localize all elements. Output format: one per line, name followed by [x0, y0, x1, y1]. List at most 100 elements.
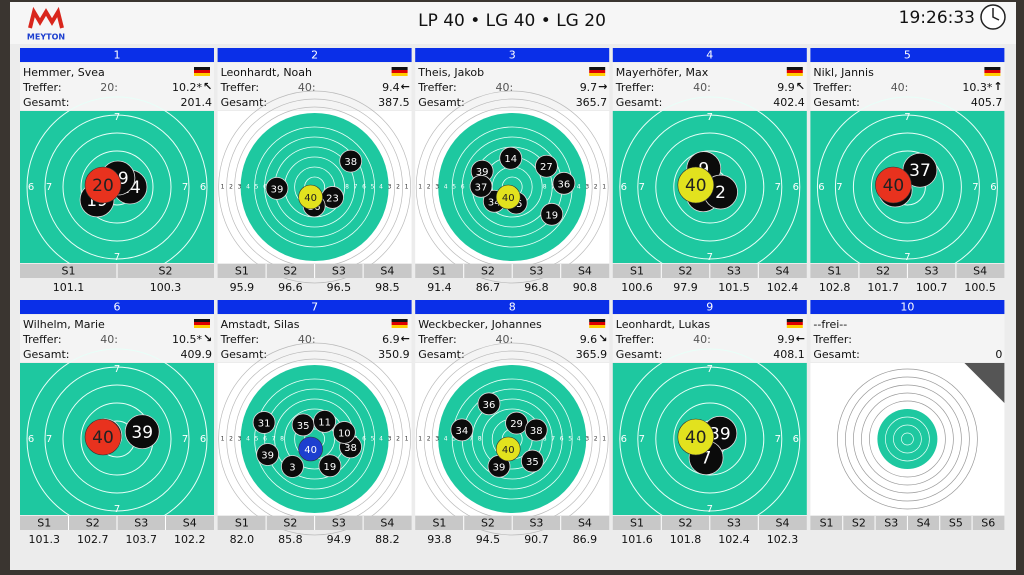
- series-label: S4: [917, 517, 931, 530]
- ring-label: 5: [452, 184, 456, 191]
- series-value: 100.6: [621, 281, 653, 294]
- last-shot-label: 40: [685, 428, 707, 448]
- flag-stripe: [391, 70, 408, 73]
- shot-label: 39: [131, 423, 153, 443]
- flag-stripe: [391, 319, 408, 322]
- shooter-name: Theis, Jakob: [417, 66, 484, 79]
- last-shot: [298, 436, 323, 462]
- shot-label: 10: [338, 428, 351, 439]
- hits-label: Treffer:: [417, 333, 457, 346]
- ring: [451, 378, 573, 500]
- ring: [861, 392, 954, 486]
- last-shot-value: 10.5*: [172, 333, 202, 346]
- ring-label: 4: [577, 184, 581, 191]
- direction: ←: [796, 332, 805, 345]
- ring-label: 7: [469, 436, 473, 443]
- total-label: Gesamt:: [813, 96, 860, 109]
- last-shot-value: 9.6: [580, 333, 598, 346]
- total-value: 365.9: [576, 348, 608, 361]
- series-value: 101.6: [621, 533, 653, 546]
- ring-label: 5: [371, 436, 375, 443]
- ring: [901, 432, 914, 446]
- series-value: 86.7: [476, 281, 501, 294]
- total-value: 0: [995, 348, 1002, 361]
- ring-label: 7: [707, 364, 713, 375]
- series-label: S4: [380, 517, 394, 530]
- ring-label: 7: [551, 436, 555, 443]
- series-value: 102.3: [767, 533, 799, 546]
- last-shot-label: 40: [304, 193, 317, 204]
- shooter-name: Nikl, Jannis: [813, 66, 874, 79]
- series-value: 101.1: [53, 281, 85, 294]
- last-shot-label: 40: [685, 176, 707, 196]
- series-value: 91.4: [427, 281, 452, 294]
- shooter-name: --frei--: [813, 318, 847, 331]
- shot: [477, 392, 501, 416]
- flag-stripe: [194, 67, 210, 70]
- lane-bar: [612, 48, 807, 62]
- lane-bar: [217, 300, 412, 314]
- series-label: S3: [727, 265, 741, 278]
- ring-label: 2: [229, 436, 233, 443]
- series-value: 102.2: [174, 533, 206, 546]
- shot-label: 37: [475, 182, 488, 193]
- series-label: S2: [679, 265, 693, 278]
- info-bg: [217, 63, 412, 110]
- target: 677677393740: [810, 96, 1005, 278]
- shot-label: 19: [545, 210, 558, 221]
- ring-label: 7: [46, 434, 52, 445]
- ring-label: 8: [280, 436, 284, 443]
- ring-label: 6: [200, 182, 206, 193]
- shot-label: 2: [715, 183, 726, 203]
- info-bg: [810, 315, 1005, 362]
- ring: [264, 136, 366, 238]
- ring-label: 3: [388, 436, 392, 443]
- ring-label: 7: [272, 436, 276, 443]
- shot: [281, 455, 304, 478]
- ring-label: 2: [396, 436, 400, 443]
- info-bg: [612, 315, 807, 362]
- lane-bar: [415, 300, 610, 314]
- shot-label: 37: [909, 161, 931, 181]
- ring-label: 4: [379, 436, 383, 443]
- ring-label: 4: [444, 436, 448, 443]
- ring: [471, 398, 553, 480]
- flag-stripe: [194, 319, 210, 322]
- lane-number: 1: [114, 49, 121, 62]
- ring: [637, 114, 783, 260]
- ring: [837, 368, 978, 510]
- shot-label: 3: [289, 462, 295, 473]
- hits-label: Treffer:: [615, 81, 655, 94]
- corner-marker: [964, 363, 1005, 403]
- ring-label: 7: [114, 364, 120, 375]
- lane-number: 8: [509, 301, 516, 314]
- ring: [415, 90, 609, 284]
- last-shot-value: 9.4: [382, 81, 400, 94]
- series-label: S2: [876, 265, 890, 278]
- total-label: Gesamt:: [616, 348, 663, 361]
- flag-stripe: [391, 325, 408, 328]
- shot: [524, 418, 548, 442]
- flag-stripe: [194, 322, 210, 325]
- ring-label: 5: [255, 184, 259, 191]
- ring-label: 6: [621, 434, 627, 445]
- ring: [62, 384, 172, 494]
- ring: [852, 132, 962, 242]
- series-label: S3: [134, 517, 148, 530]
- total-label: Gesamt:: [23, 96, 70, 109]
- series-label: S1: [432, 265, 446, 278]
- direction: →: [598, 80, 607, 93]
- ring-label: 6: [621, 182, 627, 193]
- direction: ↘: [598, 332, 607, 345]
- series-value: 100.3: [150, 281, 182, 294]
- ring-label: 7: [639, 182, 645, 193]
- ring-label: 3: [435, 184, 439, 191]
- ring: [254, 378, 376, 500]
- series-value: 96.5: [327, 281, 352, 294]
- ring: [44, 366, 190, 512]
- hits-value: 40:: [100, 333, 118, 346]
- series-value: 85.8: [278, 533, 303, 546]
- series-label: S2: [159, 265, 173, 278]
- series-value: 100.5: [964, 281, 996, 294]
